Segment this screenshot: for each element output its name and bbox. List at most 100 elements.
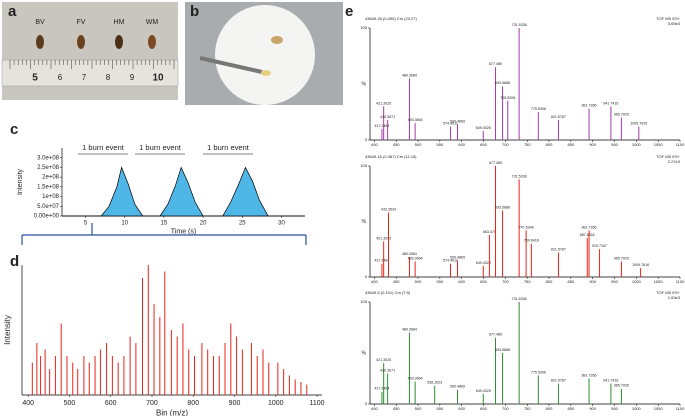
- x-tick-label: 900: [229, 400, 241, 407]
- y-tick-label: 5.0e+07: [37, 204, 60, 210]
- y-tick-label: 0: [365, 137, 368, 142]
- bracket: [21, 223, 307, 245]
- panel-label: e: [345, 3, 353, 20]
- x-tick-label: 650: [480, 406, 487, 411]
- peak-label: 941.7416: [603, 379, 618, 383]
- peak-label: 480.3584: [402, 328, 417, 332]
- x-tick-label: 400: [371, 142, 378, 147]
- peak-label: 821.5787: [551, 248, 566, 252]
- peak-label: 965.7925: [614, 113, 629, 117]
- x-tick-label: 600: [458, 279, 465, 284]
- peak-label: 421.3025: [376, 236, 391, 240]
- y-tick-label: 0: [365, 401, 368, 406]
- seed: [77, 35, 85, 49]
- peak-label: 705.5206: [500, 96, 515, 100]
- x-tick-label: 600: [458, 406, 465, 411]
- tweezers: [199, 56, 263, 74]
- x-tick-label: 800: [546, 406, 553, 411]
- x-tick-label: 600: [105, 400, 117, 407]
- x-tick-label: 900: [589, 279, 596, 284]
- x-tick-label: 400: [22, 400, 34, 407]
- peak-label: 775.5396: [531, 107, 546, 111]
- intensity-area: [62, 166, 305, 217]
- peak-label: 731.5338: [512, 23, 527, 27]
- peak-label: 649.4025: [476, 126, 491, 130]
- peak-label: 649.4025: [476, 389, 491, 393]
- peak-label: 821.5787: [551, 115, 566, 119]
- sample-label: FV: [77, 19, 86, 26]
- peak-label: 677.489: [489, 161, 502, 165]
- x-tick-label: 850: [568, 406, 575, 411]
- ruler-label: 9: [130, 73, 135, 82]
- x-tick-label: 500: [415, 406, 422, 411]
- y-tick-label: 1.5e+08: [37, 184, 60, 190]
- peak-label: 891.7266: [582, 225, 597, 229]
- x-tick-label: 1100: [676, 279, 685, 284]
- x-tick-label: 1100: [676, 406, 685, 411]
- spectrum-scale: 3.65e3: [668, 21, 681, 26]
- peak-label: 649.4025: [476, 261, 491, 265]
- peak-label: 821.5787: [551, 379, 566, 383]
- spectrum-mode: TOF MS ES+: [656, 16, 680, 21]
- x-tick-label: 1000: [632, 406, 642, 411]
- ruler-label: 5: [32, 73, 38, 84]
- x-tick-label: 20: [200, 221, 207, 227]
- x-tick-label: 800: [546, 142, 553, 147]
- peak-label: 430.3671: [380, 115, 395, 119]
- x-tick-label: 1050: [654, 406, 664, 411]
- filter-paper: [215, 5, 315, 105]
- x-tick-label: 950: [611, 279, 618, 284]
- y-tick-label: 0.00e+00: [34, 214, 60, 220]
- x-tick-label: 30: [278, 221, 285, 227]
- peak-label: 747.5348: [519, 225, 534, 229]
- peak-label: 941.7416: [603, 101, 618, 105]
- x-tick-label: 1000: [268, 400, 284, 407]
- y-tick-label: 100: [360, 163, 367, 168]
- peak-label: 965.7925: [614, 256, 629, 260]
- x-tick-label: 400: [371, 279, 378, 284]
- x-tick-label: 750: [524, 142, 531, 147]
- y-axis-label: Intensity: [3, 315, 12, 345]
- peak-label: 693.5888: [495, 348, 510, 352]
- peak-label: 677.489: [489, 62, 502, 66]
- x-tick-label: 750: [524, 279, 531, 284]
- spectrum-header: 43649-16 (0.387) Cm (11:15): [365, 154, 417, 159]
- sample-label: HM: [114, 19, 125, 26]
- x-tick-label: 700: [146, 400, 158, 407]
- ruler-label: 6: [58, 73, 63, 82]
- x-tick-label: 10: [121, 221, 128, 227]
- seed: [115, 35, 123, 49]
- spectrum-scale: 2.27e3: [668, 159, 681, 164]
- x-axis-label: Time (s): [171, 228, 196, 235]
- y-axis-label: Intensity: [17, 168, 24, 195]
- peak-label: 493.3664: [408, 256, 423, 260]
- x-tick-label: 450: [393, 279, 400, 284]
- x-tick-label: 1100: [676, 142, 685, 147]
- peak-label: 965.7925: [614, 384, 629, 388]
- x-axis-label: Bin (m/z): [156, 408, 188, 416]
- peak-label: 693.5888: [495, 205, 510, 209]
- y-tick-label: 100: [360, 25, 367, 30]
- peak-label: 891.7266: [582, 104, 597, 108]
- peak-label: 421.3025: [376, 101, 391, 105]
- ruler-label: 10: [152, 73, 164, 84]
- x-tick-label: 550: [437, 279, 444, 284]
- x-tick-label: 750: [524, 406, 531, 411]
- peak-label: 887.6802: [580, 233, 595, 237]
- peak-label: 417.3484: [374, 124, 389, 128]
- x-tick-label: 5: [84, 221, 88, 227]
- x-tick-label: 1050: [654, 279, 664, 284]
- peak-label: 663.475: [483, 230, 496, 234]
- ruler-label: 8: [106, 73, 111, 82]
- y-tick-label: 1e+08: [42, 194, 60, 200]
- x-tick-label: 500: [415, 279, 422, 284]
- peak-label: 891.7266: [582, 373, 597, 377]
- x-tick-label: 1050: [654, 142, 664, 147]
- y-axis-label: %: [362, 350, 367, 356]
- panel-label: b: [190, 3, 199, 20]
- x-tick-label: 550: [437, 406, 444, 411]
- spectrum-mode: TOF MS ES+: [656, 154, 680, 159]
- spectrum-header: 43649-25 (0.490) Cm (22:27): [365, 16, 417, 21]
- x-tick-label: 950: [611, 406, 618, 411]
- x-tick-label: 550: [437, 142, 444, 147]
